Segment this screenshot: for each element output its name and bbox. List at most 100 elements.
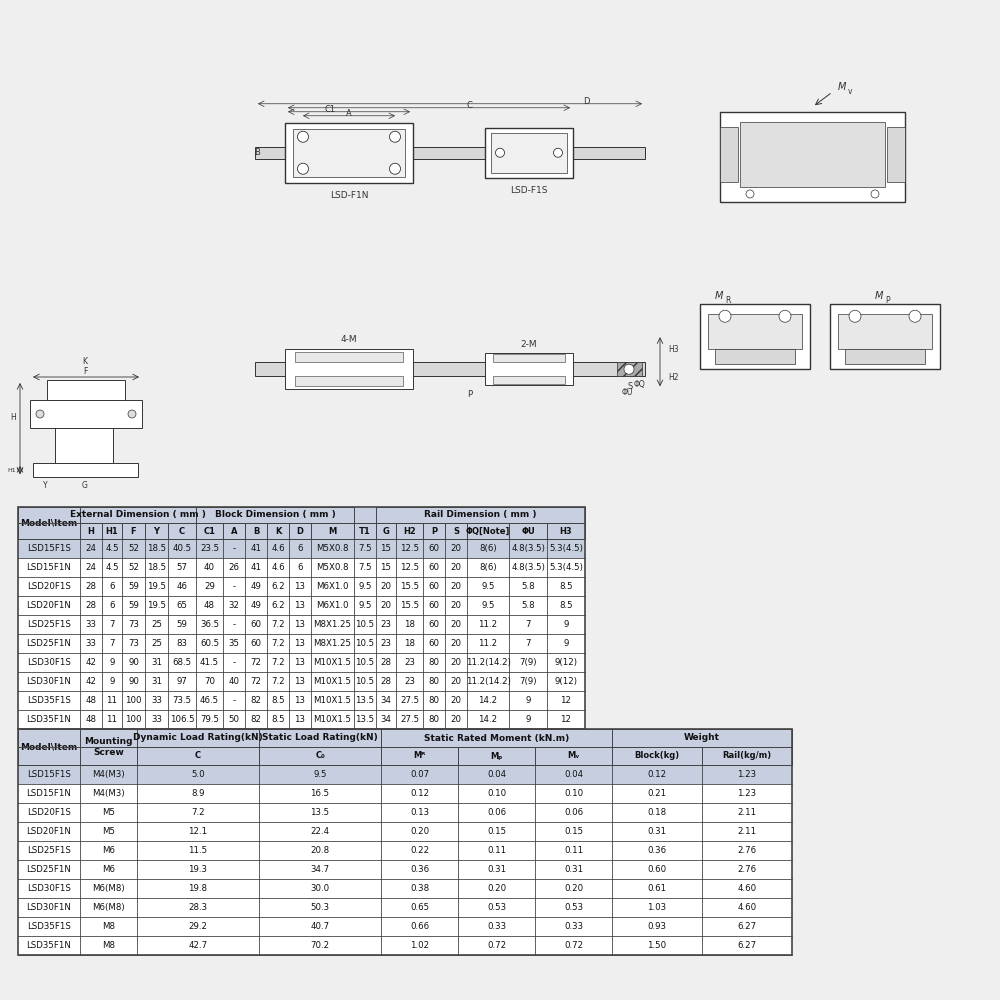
Text: 10.5: 10.5 [355, 639, 375, 648]
Bar [18, 898, 792, 917]
Text: 20: 20 [380, 601, 392, 610]
Text: 48: 48 [86, 696, 96, 705]
Text: 9(12): 9(12) [554, 658, 578, 667]
Text: 23: 23 [380, 620, 392, 629]
Text: 0.20: 0.20 [410, 827, 429, 836]
Text: 72: 72 [250, 677, 262, 686]
Text: 13: 13 [294, 620, 306, 629]
Text: 34.7: 34.7 [310, 865, 330, 874]
Text: 20: 20 [450, 715, 462, 724]
Text: H3: H3 [668, 345, 679, 354]
Text: 65: 65 [176, 601, 188, 610]
Text: 11.2(14.2): 11.2(14.2) [466, 677, 510, 686]
Text: 20: 20 [450, 696, 462, 705]
Text: 12.1: 12.1 [188, 827, 208, 836]
Text: 28: 28 [86, 601, 96, 610]
Text: 20: 20 [450, 582, 462, 591]
Text: 9.5: 9.5 [313, 770, 327, 779]
Text: 59: 59 [128, 582, 139, 591]
Text: LSD30F1N: LSD30F1N [27, 677, 71, 686]
Text: 5.8: 5.8 [521, 582, 535, 591]
Text: 34: 34 [380, 696, 392, 705]
Text: 90: 90 [128, 677, 139, 686]
Text: 11.2: 11.2 [478, 620, 498, 629]
Bar [196, 523, 223, 539]
Text: 52: 52 [128, 563, 139, 572]
Text: 26: 26 [228, 563, 240, 572]
Text: 7.2: 7.2 [191, 808, 205, 817]
Text: H2: H2 [403, 526, 416, 536]
Text: Model\Item: Model\Item [20, 742, 78, 752]
Bar [720, 112, 905, 202]
Text: 31: 31 [151, 677, 162, 686]
Text: 7.2: 7.2 [271, 658, 285, 667]
Text: 9.5: 9.5 [481, 582, 495, 591]
Bar [547, 523, 585, 539]
Text: A: A [231, 526, 237, 536]
Bar [18, 507, 80, 539]
Text: 80: 80 [428, 658, 440, 667]
Text: M10X1.5: M10X1.5 [314, 658, 352, 667]
Text: P: P [885, 296, 890, 305]
Text: M5X0.8: M5X0.8 [316, 563, 349, 572]
Bar [295, 376, 403, 386]
Text: 9: 9 [109, 677, 115, 686]
Text: 14.2: 14.2 [478, 696, 498, 705]
Text: 0.20: 0.20 [564, 884, 583, 893]
Text: 42: 42 [86, 658, 96, 667]
Text: 0.61: 0.61 [647, 884, 667, 893]
Bar [80, 507, 196, 523]
Text: 25: 25 [151, 620, 162, 629]
Text: 33: 33 [151, 715, 162, 724]
Bar [255, 147, 645, 159]
Text: 9.5: 9.5 [358, 582, 372, 591]
Text: Static Load Rating(kN): Static Load Rating(kN) [262, 734, 378, 742]
Text: 1.03: 1.03 [647, 903, 667, 912]
Text: 15: 15 [380, 544, 392, 553]
Text: 13: 13 [294, 677, 306, 686]
Text: 29.2: 29.2 [188, 922, 208, 931]
Circle shape [779, 310, 791, 322]
Text: 19.8: 19.8 [188, 884, 208, 893]
Bar [18, 765, 792, 784]
Text: 19.5: 19.5 [147, 601, 166, 610]
Text: M8: M8 [102, 922, 115, 931]
Text: M: M [875, 291, 883, 301]
Bar [18, 634, 585, 653]
Text: 40: 40 [204, 563, 215, 572]
Text: 6.2: 6.2 [271, 601, 285, 610]
Text: Block(kg): Block(kg) [634, 752, 680, 760]
Text: 106.5: 106.5 [170, 715, 194, 724]
Bar [15, 15, 985, 507]
Text: 20: 20 [450, 620, 462, 629]
Text: H2: H2 [668, 373, 678, 382]
Text: M6: M6 [102, 865, 115, 874]
Text: LSD-F1S: LSD-F1S [510, 186, 548, 195]
Text: 60: 60 [428, 639, 440, 648]
Text: H3: H3 [560, 526, 572, 536]
Text: 0.31: 0.31 [564, 865, 583, 874]
Text: F: F [131, 526, 136, 536]
Text: 0.72: 0.72 [564, 941, 583, 950]
Bar [18, 822, 792, 841]
Text: 2.76: 2.76 [737, 865, 757, 874]
Bar [295, 352, 403, 362]
Text: 8.5: 8.5 [559, 601, 573, 610]
Text: LSD15F1S: LSD15F1S [27, 770, 71, 779]
Text: 13: 13 [294, 715, 306, 724]
Text: B: B [253, 526, 259, 536]
Text: 14.2: 14.2 [478, 715, 498, 724]
Bar [223, 523, 245, 539]
Text: 10.5: 10.5 [355, 620, 375, 629]
Text: 8.5: 8.5 [271, 696, 285, 705]
Text: 28: 28 [86, 582, 96, 591]
Bar [18, 577, 585, 596]
Circle shape [298, 131, 308, 142]
Bar [381, 747, 458, 765]
Text: 70.2: 70.2 [310, 941, 330, 950]
Bar [18, 558, 585, 577]
Text: 33: 33 [86, 639, 96, 648]
Text: 1.23: 1.23 [737, 770, 757, 779]
Text: 20.8: 20.8 [310, 846, 330, 855]
Text: LSD20F1N: LSD20F1N [27, 601, 71, 610]
